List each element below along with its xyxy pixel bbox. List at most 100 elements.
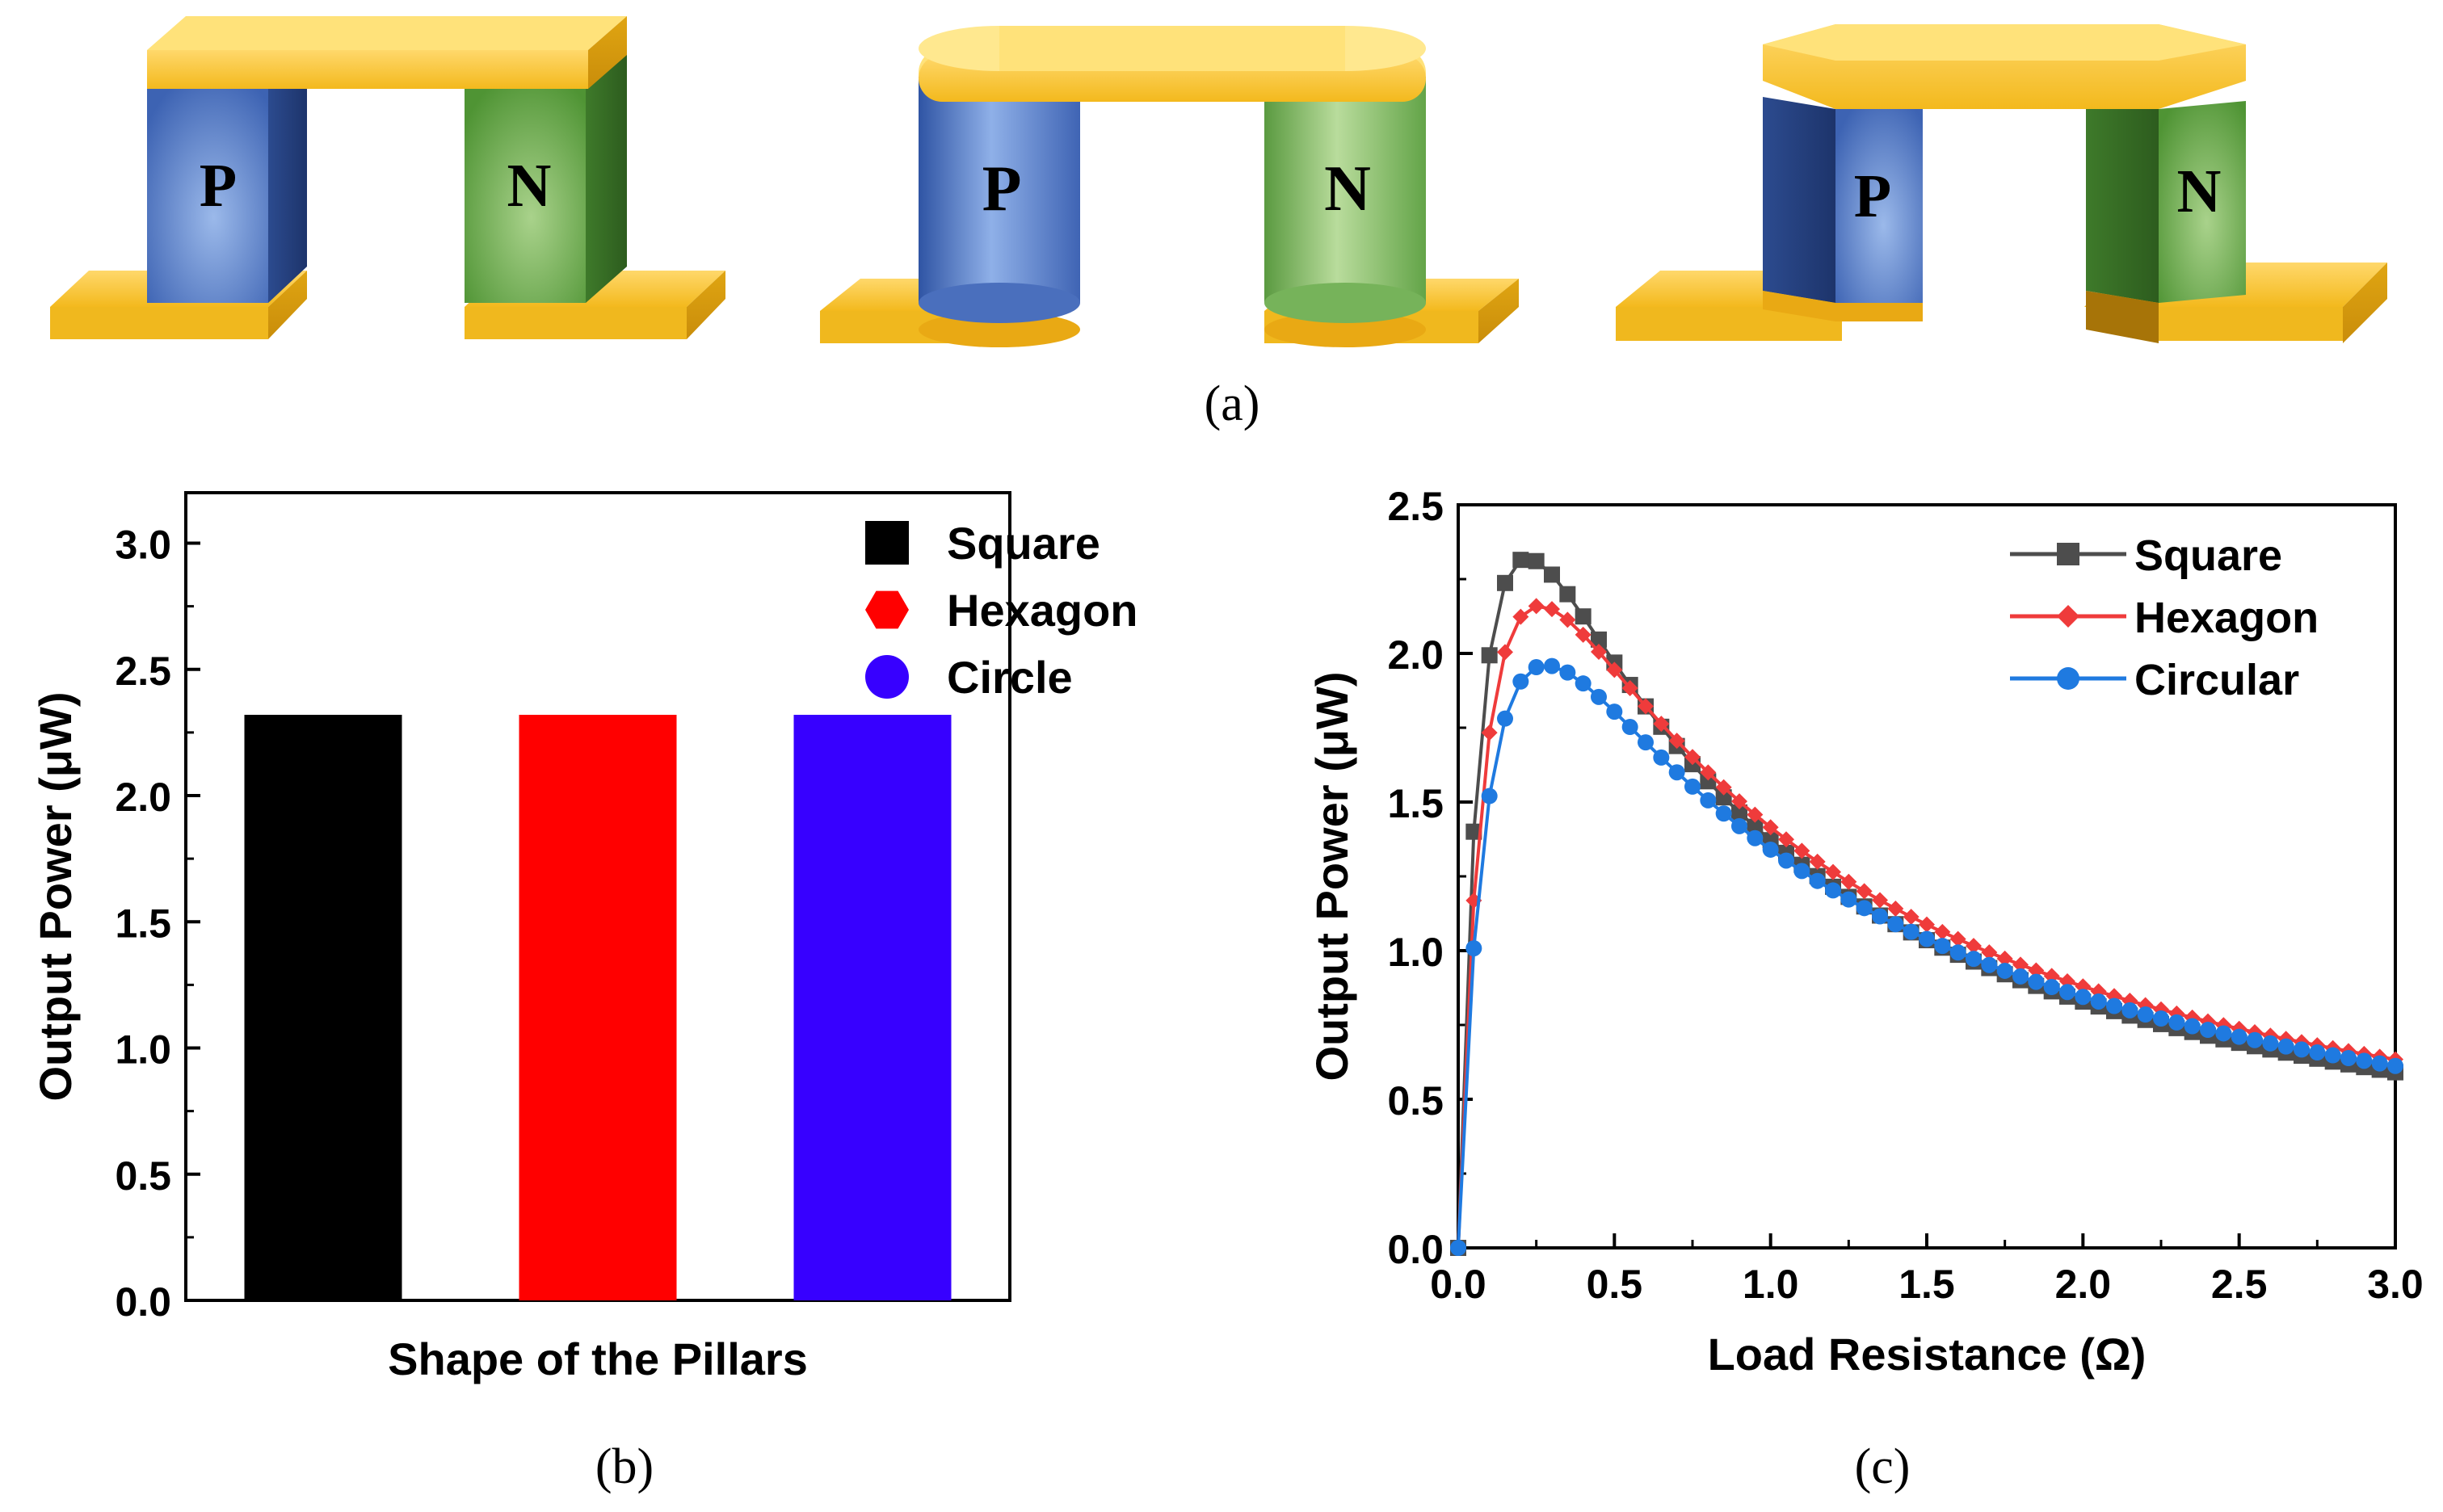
series-point-circular-48 <box>2200 1022 2216 1039</box>
series-point-circular-38 <box>2043 979 2060 996</box>
series-point-circular-50 <box>2231 1028 2247 1045</box>
series-line-circular <box>1457 664 2396 1249</box>
line-chart-ytick-label-2: 1.0 <box>1387 930 1444 975</box>
series-point-circular-59 <box>2371 1055 2388 1072</box>
module-circle: P N <box>820 26 1519 347</box>
series-point-square-3 <box>1497 574 1513 591</box>
series-point-circular-21 <box>1778 852 1794 869</box>
bar-chart-ytick-label-1: 0.5 <box>115 1153 171 1199</box>
series-point-circular-36 <box>2012 968 2029 985</box>
series-point-circular-26 <box>1856 900 1873 917</box>
line-chart-xtick-label-3: 1.5 <box>1898 1262 1955 1307</box>
line-legend-label-0: Square <box>2134 531 2282 580</box>
series-point-square-6 <box>1544 566 1560 583</box>
series-point-hexagon-37 <box>2028 962 2045 979</box>
bar-chart-xlabel: Shape of the Pillars <box>388 1334 808 1384</box>
series-point-circular-39 <box>2059 984 2075 1001</box>
series-point-circular-42 <box>2106 998 2122 1014</box>
series-point-circular-40 <box>2075 989 2092 1006</box>
line-chart-xlabel: Load Resistance (Ω) <box>1708 1329 2147 1380</box>
bar-legend-marker-0 <box>865 521 909 565</box>
panel-a: P N P N <box>50 16 2387 431</box>
series-point-hexagon-21 <box>1778 831 1794 848</box>
series-point-circular-1 <box>1465 940 1482 957</box>
series-point-circular-9 <box>1591 688 1607 705</box>
series-point-circular-29 <box>1903 923 1920 940</box>
caption-a: (a) <box>1205 376 1260 431</box>
series-point-circular-53 <box>2277 1038 2294 1055</box>
line-chart-xtick-label-5: 2.5 <box>2211 1262 2268 1307</box>
module-hexagon-n-label: N <box>2177 158 2222 225</box>
line-chart-ytick-label-5: 2.5 <box>1387 484 1444 529</box>
series-point-circular-20 <box>1762 841 1779 858</box>
series-point-hexagon-31 <box>1934 923 1951 940</box>
series-point-circular-16 <box>1700 792 1717 808</box>
series-point-circular-47 <box>2184 1018 2201 1035</box>
series-point-circular-13 <box>1653 749 1670 766</box>
bar-chart-ytick-label-4: 2.0 <box>115 775 171 820</box>
line-legend-label-2: Circular <box>2134 656 2299 704</box>
bar-hexagon <box>519 715 677 1300</box>
series-point-hexagon-26 <box>1856 883 1873 900</box>
series-point-hexagon-30 <box>1919 916 1935 933</box>
bar-legend-marker-2 <box>865 655 909 699</box>
series-point-hexagon-32 <box>1949 930 1966 947</box>
series-point-circular-19 <box>1747 830 1764 846</box>
series-point-circular-45 <box>2153 1010 2169 1027</box>
series-point-circular-54 <box>2294 1041 2310 1058</box>
module-hexagon: P N <box>1616 24 2387 343</box>
series-point-square-9 <box>1591 631 1607 648</box>
series-point-circular-14 <box>1668 764 1685 781</box>
bar-chart-ytick-label-6: 3.0 <box>115 523 171 568</box>
series-point-hexagon-38 <box>2043 968 2060 985</box>
series-point-square-8 <box>1575 608 1592 625</box>
line-chart-xtick-label-6: 3.0 <box>2367 1262 2424 1307</box>
series-point-circular-25 <box>1840 891 1857 908</box>
series-point-circular-31 <box>1934 938 1951 955</box>
series-point-hexagon-19 <box>1747 806 1764 823</box>
series-point-circular-49 <box>2215 1025 2232 1042</box>
series-point-square-19 <box>1747 818 1764 835</box>
series-point-circular-43 <box>2121 1002 2138 1018</box>
series-point-hexagon-20 <box>1762 819 1779 836</box>
series-point-hexagon-17 <box>1715 779 1732 796</box>
series-point-circular-3 <box>1497 710 1513 727</box>
series-point-hexagon-18 <box>1731 793 1747 810</box>
series-point-circular-27 <box>1872 908 1888 925</box>
bar-legend-marker-1 <box>865 590 909 629</box>
series-point-circular-52 <box>2262 1035 2279 1052</box>
series-point-circular-60 <box>2387 1057 2403 1074</box>
series-point-circular-15 <box>1684 778 1701 795</box>
bar-chart-ytick-label-0: 0.0 <box>115 1279 171 1325</box>
series-point-circular-51 <box>2247 1031 2263 1048</box>
series-point-square-5 <box>1528 552 1545 569</box>
bar-chart-ytick-label-2: 1.0 <box>115 1027 171 1073</box>
line-legend-label-1: Hexagon <box>2134 594 2319 642</box>
series-point-circular-56 <box>2324 1047 2341 1064</box>
module-hexagon-p-label: P <box>1854 162 1891 230</box>
line-legend-marker-1 <box>2057 605 2079 628</box>
series-point-hexagon-6 <box>1544 601 1560 618</box>
series-point-hexagon-16 <box>1700 764 1717 781</box>
series-point-hexagon-23 <box>1809 853 1826 870</box>
series-point-hexagon-34 <box>1981 944 1998 961</box>
line-chart-xtick-label-1: 0.5 <box>1587 1262 1643 1307</box>
series-point-circular-0 <box>1450 1240 1466 1256</box>
series-point-hexagon-4 <box>1512 608 1529 625</box>
series-point-hexagon-25 <box>1840 873 1857 890</box>
line-chart-ytick-label-3: 1.5 <box>1387 781 1444 826</box>
series-point-circular-37 <box>2028 973 2045 990</box>
module-circle-p-label: P <box>982 153 1022 225</box>
series-point-square-2 <box>1481 647 1498 664</box>
series-point-hexagon-15 <box>1684 749 1701 766</box>
series-point-hexagon-29 <box>1903 909 1920 926</box>
series-point-circular-34 <box>1981 956 1998 973</box>
series-point-hexagon-2 <box>1481 724 1498 741</box>
series-point-hexagon-24 <box>1825 863 1841 880</box>
caption-c: (c) <box>1855 1439 1911 1494</box>
series-point-hexagon-13 <box>1653 716 1670 733</box>
series-point-circular-46 <box>2168 1014 2185 1031</box>
series-point-circular-2 <box>1481 788 1498 804</box>
series-point-hexagon-3 <box>1497 644 1513 661</box>
